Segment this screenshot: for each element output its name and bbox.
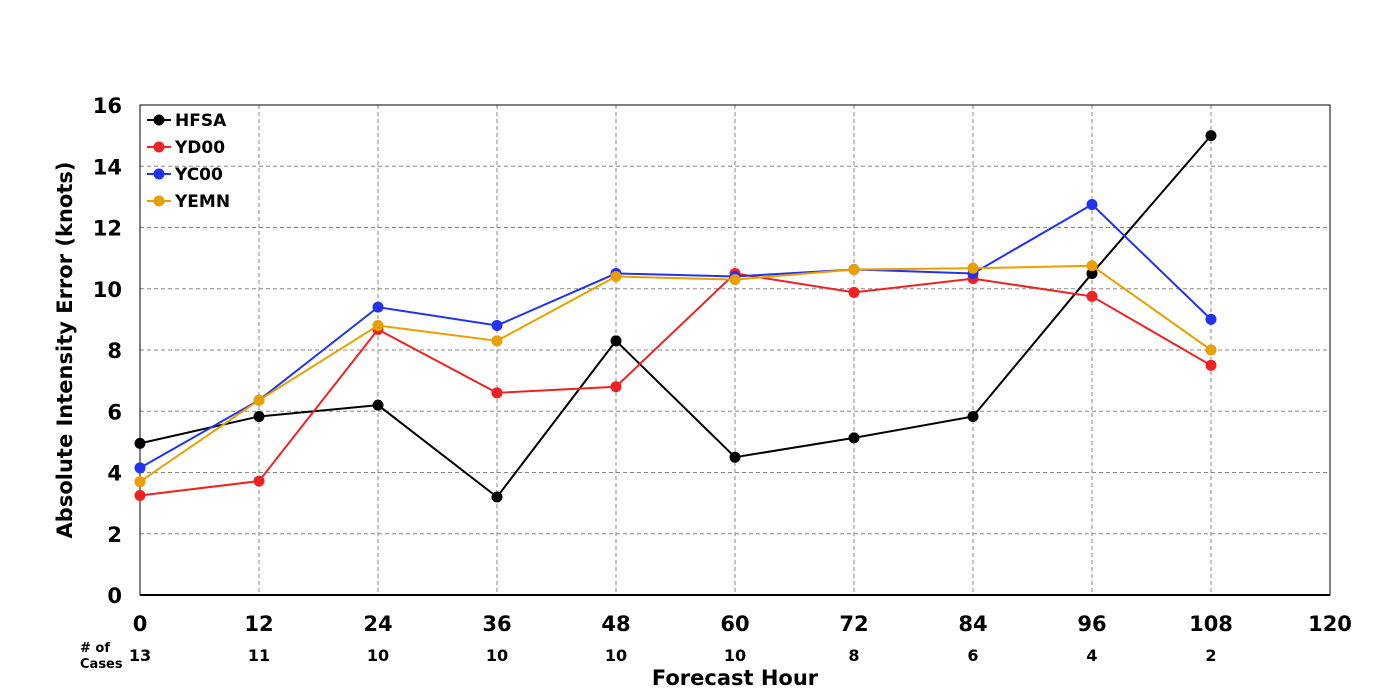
x-tick-labels: 0 12 24 36 48 60 72 84 96 108 120 — [133, 612, 1352, 636]
series-line — [139, 134, 1212, 499]
data-point — [134, 489, 146, 501]
data-point — [967, 262, 979, 274]
x-tick-label: 12 — [244, 612, 273, 636]
data-point — [610, 335, 622, 347]
data-point — [491, 491, 503, 503]
legend: HFSA YD00 YC00 YEMN — [147, 111, 230, 212]
series-line — [139, 272, 1212, 497]
grid — [140, 105, 1330, 595]
case-count: 10 — [367, 646, 389, 665]
data-point — [253, 394, 265, 406]
data-point — [491, 320, 503, 331]
legend-item: YC00 — [147, 165, 223, 185]
legend-marker — [153, 114, 165, 126]
y-tick-label: 0 — [107, 584, 122, 608]
case-counts: 13 11 10 10 10 10 8 6 4 2 — [129, 646, 1217, 665]
data-point — [848, 263, 860, 275]
data-point — [372, 399, 384, 411]
series-line — [139, 264, 1212, 483]
data-point — [372, 320, 384, 331]
case-count: 2 — [1205, 646, 1216, 665]
data-point — [491, 387, 503, 399]
data-point — [253, 475, 265, 487]
data-point — [610, 381, 622, 393]
data-point — [1205, 313, 1217, 325]
data-point — [1086, 260, 1098, 272]
legend-label: YEMN — [174, 192, 230, 212]
data-point — [1205, 344, 1217, 356]
data-point — [729, 274, 741, 286]
data-point — [372, 301, 384, 313]
series-line — [139, 203, 1212, 469]
data-point — [491, 335, 503, 347]
case-count: 6 — [967, 646, 978, 665]
series-lines — [134, 130, 1217, 503]
series-yd00 — [134, 267, 1217, 501]
x-tick-label: 108 — [1189, 612, 1233, 636]
legend-label: HFSA — [175, 111, 227, 131]
data-point — [134, 437, 146, 449]
y-tick-label: 4 — [107, 462, 122, 486]
x-tick-label: 24 — [363, 612, 392, 636]
legend-item: YEMN — [147, 192, 230, 212]
y-axis-label: Absolute Intensity Error (knots) — [53, 162, 77, 539]
y-tick-label: 8 — [107, 339, 122, 363]
series-yemn — [134, 260, 1217, 488]
case-count: 13 — [129, 646, 151, 665]
case-count: 10 — [724, 646, 746, 665]
case-count: 11 — [248, 646, 270, 665]
data-point — [1205, 130, 1217, 142]
data-point — [967, 410, 979, 422]
legend-item: HFSA — [147, 111, 227, 131]
y-tick-label: 12 — [93, 217, 122, 241]
case-count: 4 — [1086, 646, 1097, 665]
cases-label-line2: Cases — [80, 657, 123, 672]
legend-marker — [153, 141, 165, 153]
y-tick-labels: 0 2 4 6 8 10 12 14 16 — [93, 94, 122, 608]
legend-label: YD00 — [174, 138, 225, 158]
data-point — [134, 462, 146, 474]
cases-label-line1: # of — [80, 641, 110, 656]
data-point — [729, 451, 741, 463]
x-tick-label: 36 — [482, 612, 511, 636]
x-tick-label: 72 — [839, 612, 868, 636]
legend-label: YC00 — [174, 165, 223, 185]
y-tick-label: 6 — [107, 400, 122, 424]
data-point — [1086, 199, 1098, 211]
y-tick-label: 10 — [93, 278, 122, 302]
x-tick-label: 60 — [720, 612, 749, 636]
data-point — [848, 432, 860, 444]
data-point — [610, 271, 622, 282]
y-tick-label: 2 — [107, 523, 122, 547]
data-point — [1086, 267, 1098, 279]
case-count: 10 — [605, 646, 627, 665]
y-tick-label: 16 — [93, 94, 122, 118]
case-count: 8 — [848, 646, 859, 665]
data-point — [1086, 290, 1098, 302]
legend-marker — [153, 195, 165, 207]
x-axis-label: Forecast Hour — [652, 666, 819, 690]
data-point — [848, 286, 860, 298]
x-tick-label: 96 — [1077, 612, 1106, 636]
legend-marker — [153, 168, 165, 180]
data-point — [253, 410, 265, 422]
legend-item: YD00 — [147, 138, 225, 158]
x-tick-label: 0 — [133, 612, 148, 636]
y-tick-label: 14 — [93, 155, 122, 179]
data-point — [1205, 359, 1217, 371]
x-tick-label: 48 — [601, 612, 630, 636]
x-tick-label: 120 — [1308, 612, 1352, 636]
x-tick-label: 84 — [958, 612, 987, 636]
series-hfsa — [134, 130, 1217, 503]
data-point — [134, 476, 146, 488]
case-count: 10 — [486, 646, 508, 665]
